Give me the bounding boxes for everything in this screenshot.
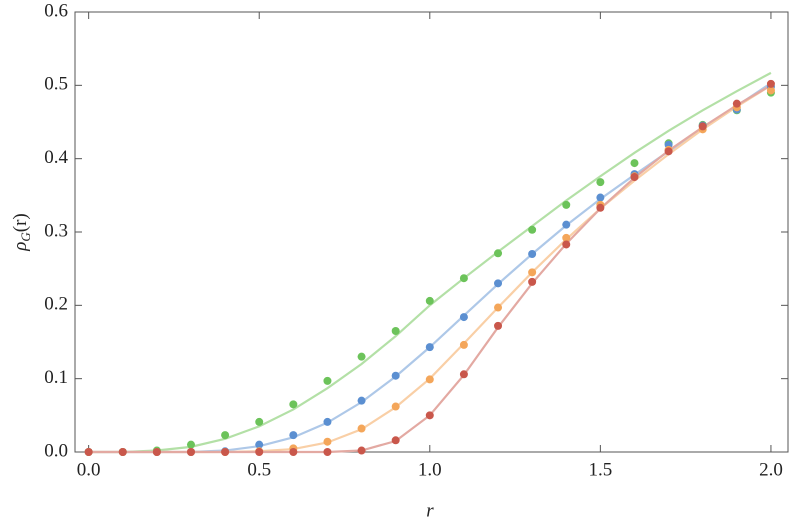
y-tick-label: 0.0 (44, 440, 68, 461)
data-point (459, 313, 468, 322)
data-point (528, 268, 537, 277)
data-point (630, 173, 639, 181)
data-point (152, 448, 161, 456)
y-label-subscript: G (18, 232, 33, 242)
data-point (732, 99, 741, 108)
y-tick-label: 0.6 (44, 0, 68, 21)
data-point (323, 376, 332, 385)
data-point (186, 440, 195, 449)
data-point (425, 375, 434, 384)
y-tick-label: 0.3 (44, 220, 68, 241)
data-point (118, 448, 127, 456)
fit-line (88, 71, 772, 454)
data-point (528, 277, 537, 286)
data-point (289, 431, 298, 440)
fit-line (88, 82, 772, 454)
data-point (494, 279, 503, 288)
data-point (425, 343, 434, 352)
y-tick-label: 0.2 (44, 294, 68, 315)
data-point (289, 448, 298, 456)
data-point (323, 448, 332, 456)
data-point (596, 193, 605, 202)
y-tick-label: 0.5 (44, 74, 68, 95)
data-point (596, 178, 605, 187)
data-point (528, 250, 537, 258)
x-tick-label: 1.5 (588, 459, 612, 480)
data-point (255, 440, 264, 449)
y-label-rest: (r) (10, 213, 31, 232)
data-point (562, 233, 571, 242)
data-point (459, 370, 468, 379)
data-point (596, 203, 605, 212)
data-point (562, 220, 571, 229)
data-point (323, 417, 332, 426)
data-point (630, 159, 639, 168)
data-point (255, 448, 264, 456)
data-point (698, 122, 707, 131)
data-point (459, 340, 468, 349)
data-point (357, 352, 366, 361)
data-point (391, 371, 400, 380)
data-point (766, 86, 775, 95)
y-label-symbol: ρ (10, 242, 31, 252)
data-point (528, 225, 537, 234)
data-point (221, 431, 230, 440)
x-tick-label: 0.5 (247, 459, 271, 480)
data-point (221, 448, 230, 456)
data-point (357, 446, 366, 455)
data-point (391, 327, 400, 335)
data-point (494, 249, 503, 258)
data-point (391, 402, 400, 411)
x-tick-label: 2.0 (759, 459, 783, 480)
data-point (562, 200, 571, 209)
data-point (84, 448, 93, 456)
data-point (425, 411, 434, 420)
data-point (664, 147, 673, 156)
y-tick-label: 0.1 (44, 367, 68, 388)
data-point (357, 424, 366, 433)
data-point (323, 437, 332, 446)
y-axis-label: ρG(r) (10, 213, 33, 252)
x-axis-label: r (426, 500, 434, 521)
data-point (459, 274, 468, 283)
data-point (425, 296, 434, 305)
data-point (766, 79, 775, 88)
plot-frame (74, 11, 789, 453)
data-point (494, 303, 503, 312)
data-point (289, 400, 298, 409)
x-tick-label: 1.0 (418, 459, 442, 480)
data-point (562, 240, 571, 249)
data-point (255, 417, 264, 426)
data-point (494, 321, 503, 330)
x-tick-label: 0.0 (77, 459, 101, 480)
data-point (357, 396, 366, 405)
data-point (391, 436, 400, 445)
y-tick-label: 0.4 (44, 147, 68, 168)
data-point (186, 448, 195, 456)
